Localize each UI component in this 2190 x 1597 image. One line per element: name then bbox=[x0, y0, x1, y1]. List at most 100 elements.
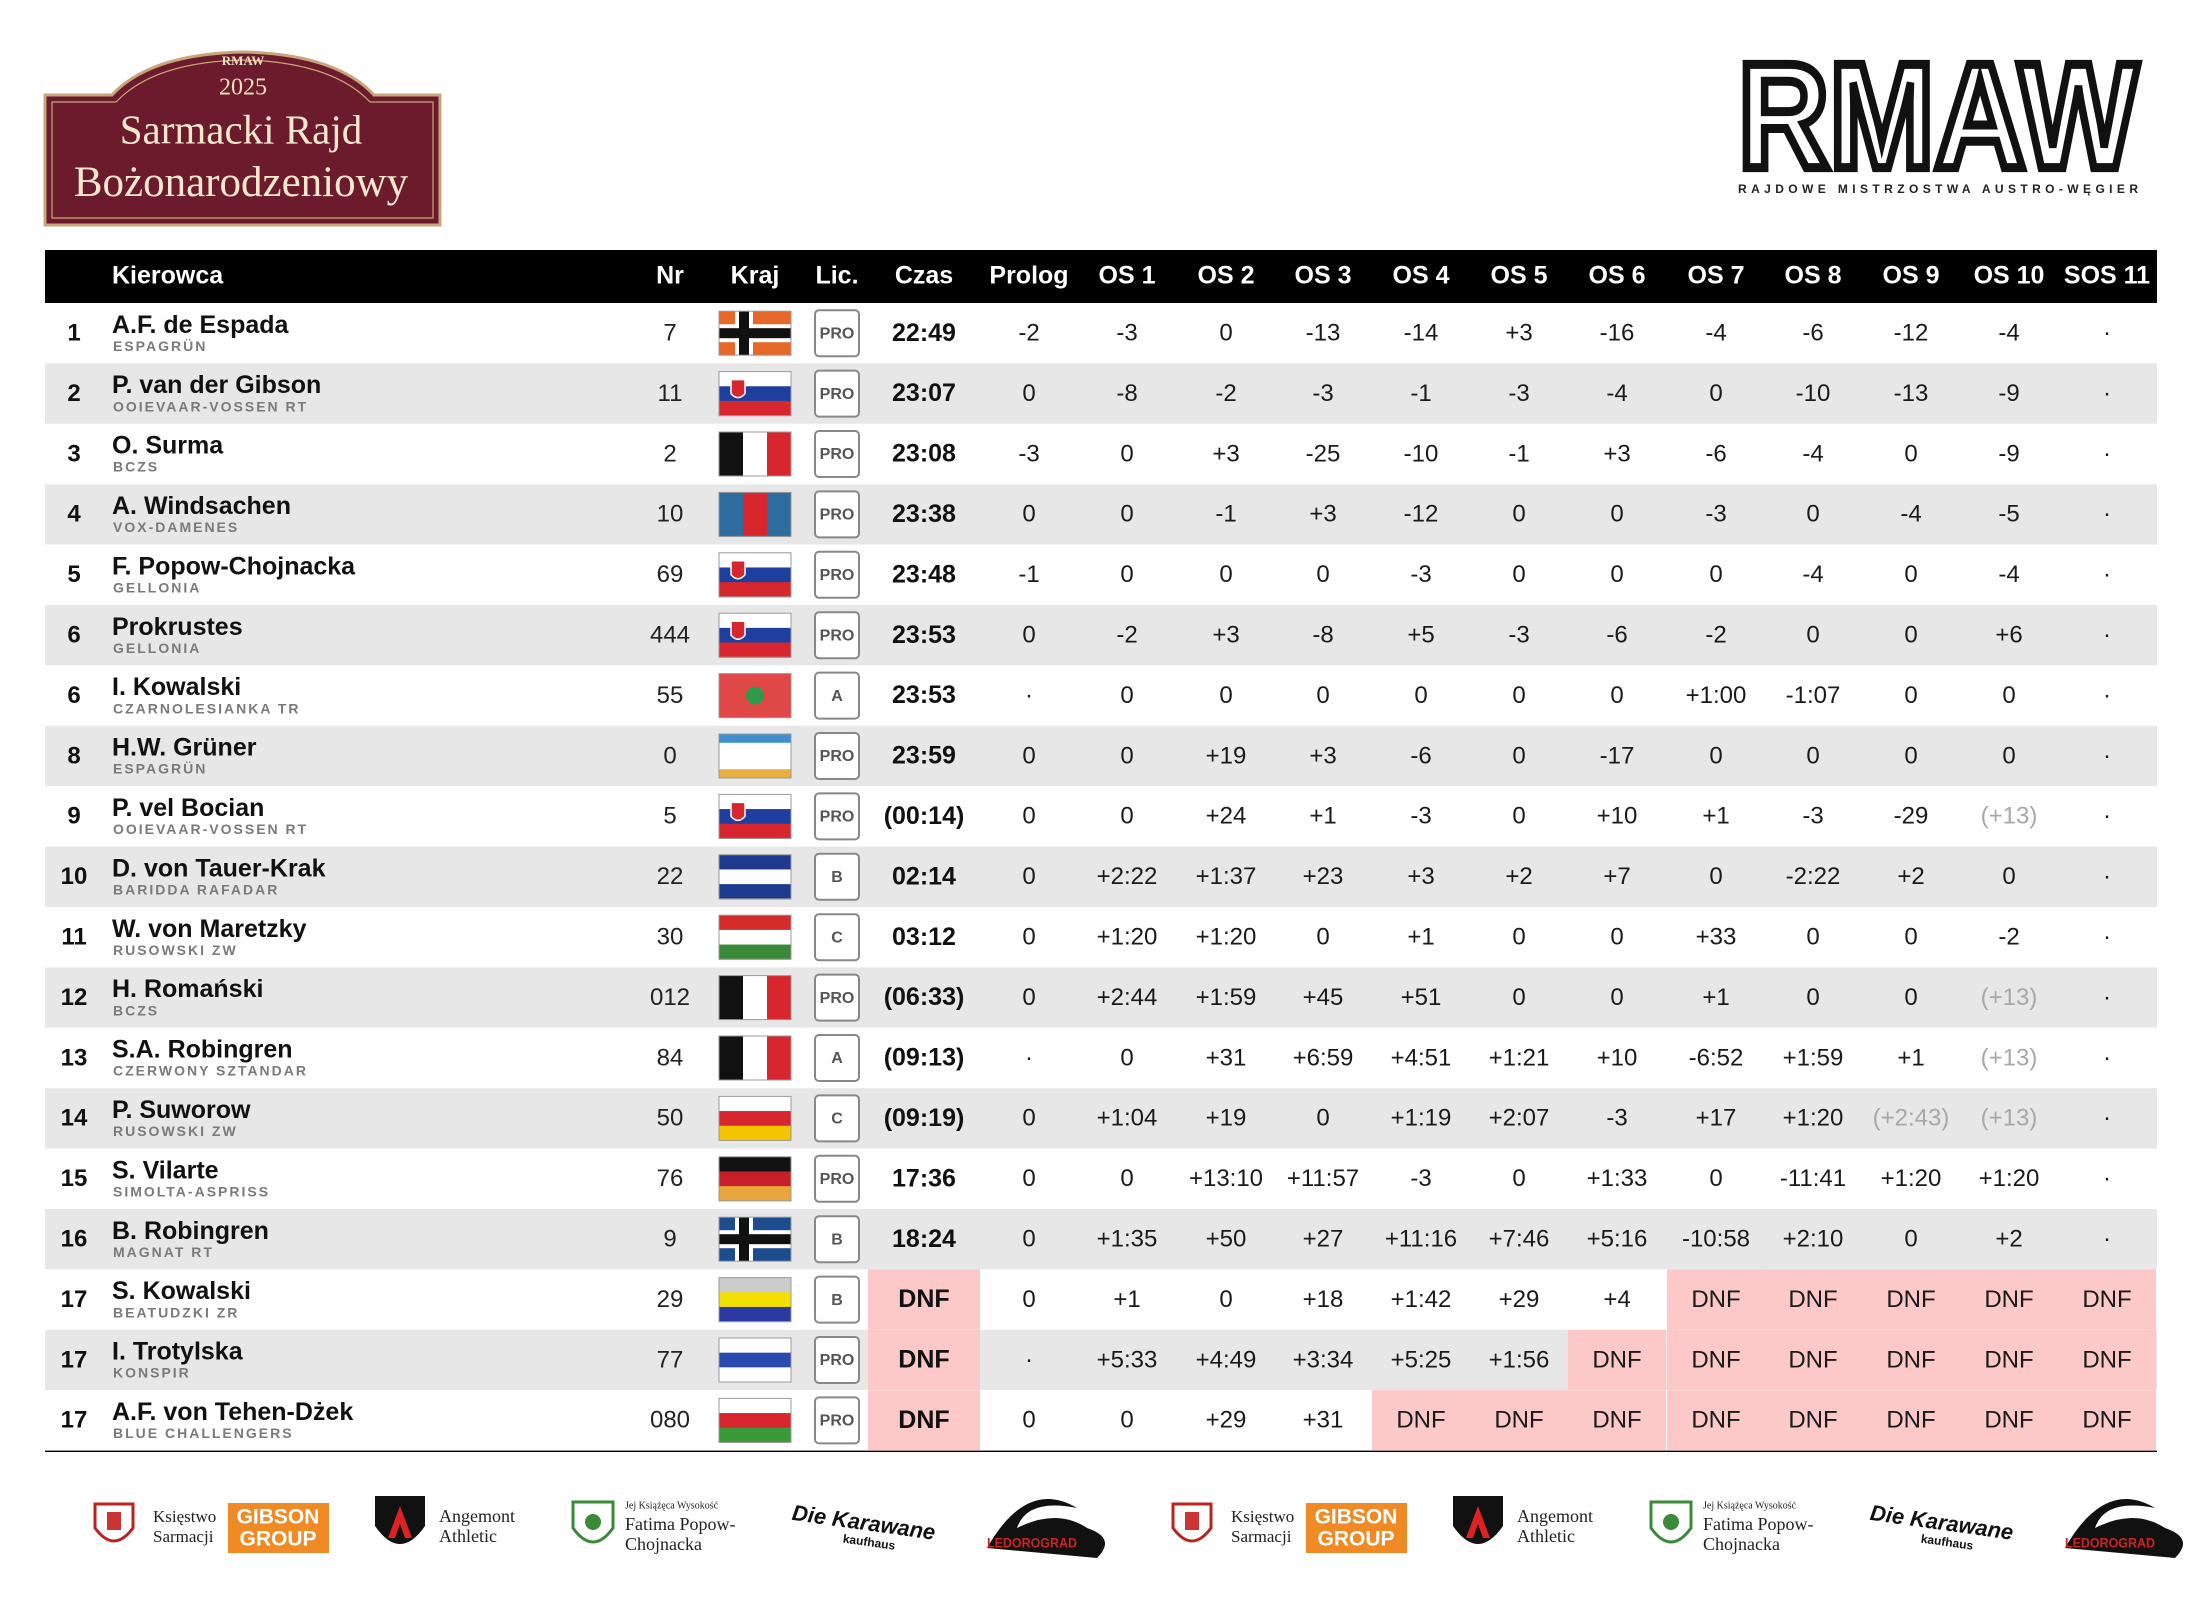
stage-result: 0 bbox=[1120, 803, 1133, 830]
car-number: 55 bbox=[657, 682, 684, 709]
sponsor-shield-mark bbox=[1466, 1506, 1490, 1538]
flag-border bbox=[718, 673, 792, 719]
stage-result: 0 bbox=[1022, 622, 1035, 649]
stage-result: -1 bbox=[1508, 440, 1529, 467]
flag-stripe bbox=[743, 1036, 768, 1080]
sponsor-text: Jej Książęca Wysokość bbox=[1703, 1500, 1797, 1511]
stage-result: 0 bbox=[2002, 682, 2015, 709]
stage-result: +31 bbox=[1206, 1044, 1247, 1071]
sponsor-text: Księstwo bbox=[1231, 1507, 1294, 1526]
flag-stripe bbox=[743, 975, 768, 1020]
license-badge bbox=[814, 1034, 860, 1082]
stage-result: 0 bbox=[1120, 1165, 1133, 1192]
stage-result: 0 bbox=[1022, 501, 1035, 528]
license-badge bbox=[814, 732, 860, 780]
stage-result: 0 bbox=[1022, 984, 1035, 1011]
stage-result: (+2:43) bbox=[1873, 1105, 1950, 1132]
team-name: BARIDDA RAFADAR bbox=[113, 882, 279, 898]
stage-result: DNF bbox=[1788, 1407, 1837, 1434]
stage-result: +7:46 bbox=[1489, 1226, 1550, 1253]
license: B bbox=[831, 1292, 843, 1309]
sponsor-text: GIBSON bbox=[1315, 1506, 1398, 1529]
stage-result: DNF bbox=[1984, 1407, 2033, 1434]
stage-result: +3 bbox=[1603, 440, 1630, 467]
stage-result: -2 bbox=[1998, 924, 2019, 951]
stage-result: DNF bbox=[1886, 1286, 1935, 1313]
stage-result: +1:19 bbox=[1391, 1105, 1452, 1132]
car-number: 5 bbox=[663, 803, 676, 830]
team-name: GELLONIA bbox=[113, 580, 201, 596]
stage-result: -8 bbox=[1312, 622, 1333, 649]
stage-result: 0 bbox=[1610, 561, 1623, 588]
stage-result: -1:07 bbox=[1786, 682, 1841, 709]
stage-result: +1 bbox=[1309, 803, 1336, 830]
flag-stripe bbox=[719, 371, 791, 387]
team-name: BCZS bbox=[113, 459, 159, 475]
flag-emblem bbox=[743, 492, 767, 537]
stage-result: · bbox=[2103, 1226, 2111, 1253]
stage-result: +2:10 bbox=[1783, 1226, 1844, 1253]
flag-stripe bbox=[719, 1398, 791, 1414]
stage-result: 0 bbox=[2002, 742, 2015, 769]
table-row bbox=[45, 786, 2157, 847]
team-name: SIMOLTA-ASPRISS bbox=[113, 1184, 270, 1200]
stage-result: (+13) bbox=[1981, 803, 2038, 830]
column-header: OS 4 bbox=[1393, 262, 1450, 290]
stage-result: 0 bbox=[1806, 501, 1819, 528]
sponsor-text: Fatima Popow- bbox=[1703, 1514, 1814, 1534]
stage-result: 0 bbox=[1610, 682, 1623, 709]
stage-result: +5 bbox=[1407, 622, 1434, 649]
total-time: (00:14) bbox=[884, 802, 965, 830]
sponsor-text: Athletic bbox=[439, 1526, 497, 1546]
stage-result: -3 bbox=[1606, 1105, 1627, 1132]
sponsor-crest bbox=[585, 1514, 601, 1530]
stage-result: -4 bbox=[1900, 501, 1921, 528]
stage-result: 0 bbox=[1316, 682, 1329, 709]
stage-result: +19 bbox=[1206, 1105, 1247, 1132]
flag-stripe bbox=[719, 1367, 791, 1383]
stage-result: 0 bbox=[1120, 682, 1133, 709]
stage-result: 0 bbox=[1904, 924, 1917, 951]
position: 16 bbox=[61, 1226, 88, 1253]
total-time: 23:38 bbox=[892, 500, 956, 528]
stage-result: +1:20 bbox=[1979, 1165, 2040, 1192]
stage-result: 0 bbox=[1022, 863, 1035, 890]
stage-result: 0 bbox=[1219, 320, 1232, 347]
flag-border bbox=[718, 1277, 792, 1323]
stage-result: -6:52 bbox=[1689, 1044, 1744, 1071]
team-name: CZERWONY SZTANDAR bbox=[113, 1063, 308, 1079]
stage-result: -3 bbox=[1508, 622, 1529, 649]
flag-emblem bbox=[730, 620, 746, 640]
position: 10 bbox=[61, 863, 88, 890]
car-number: 77 bbox=[657, 1346, 684, 1373]
stage-result: +1:59 bbox=[1783, 1044, 1844, 1071]
flag-cross bbox=[719, 328, 791, 339]
flag-stripe bbox=[767, 1036, 792, 1080]
column-header: Nr bbox=[656, 262, 684, 290]
flag-cross bbox=[739, 311, 749, 356]
stage-result: (+13) bbox=[1981, 984, 2038, 1011]
license-badge bbox=[814, 309, 860, 358]
table-row bbox=[45, 665, 2157, 726]
stage-result: 0 bbox=[1316, 924, 1329, 951]
sponsor-text: Angemont bbox=[439, 1506, 515, 1526]
stage-result: +1 bbox=[1113, 1286, 1140, 1313]
total-time: 23:07 bbox=[892, 379, 956, 407]
license: PRO bbox=[820, 1171, 855, 1188]
stage-result: 0 bbox=[1904, 682, 1917, 709]
stage-result: 0 bbox=[1904, 742, 1917, 769]
stage-result: -3 bbox=[1410, 561, 1431, 588]
flag-border bbox=[718, 854, 792, 900]
column-header: OS 2 bbox=[1198, 262, 1255, 290]
stage-result: 0 bbox=[1512, 682, 1525, 709]
stage-result: DNF bbox=[1886, 1346, 1935, 1373]
stage-result: DNF bbox=[1886, 1407, 1935, 1434]
stage-result: 0 bbox=[1022, 803, 1035, 830]
stage-result: +3 bbox=[1212, 622, 1239, 649]
flag-stripe bbox=[719, 1277, 791, 1293]
sponsor-text: Angemont bbox=[1517, 1506, 1593, 1526]
flag-border bbox=[718, 1337, 792, 1383]
license: B bbox=[831, 1231, 843, 1248]
stage-result: 0 bbox=[1904, 984, 1917, 1011]
